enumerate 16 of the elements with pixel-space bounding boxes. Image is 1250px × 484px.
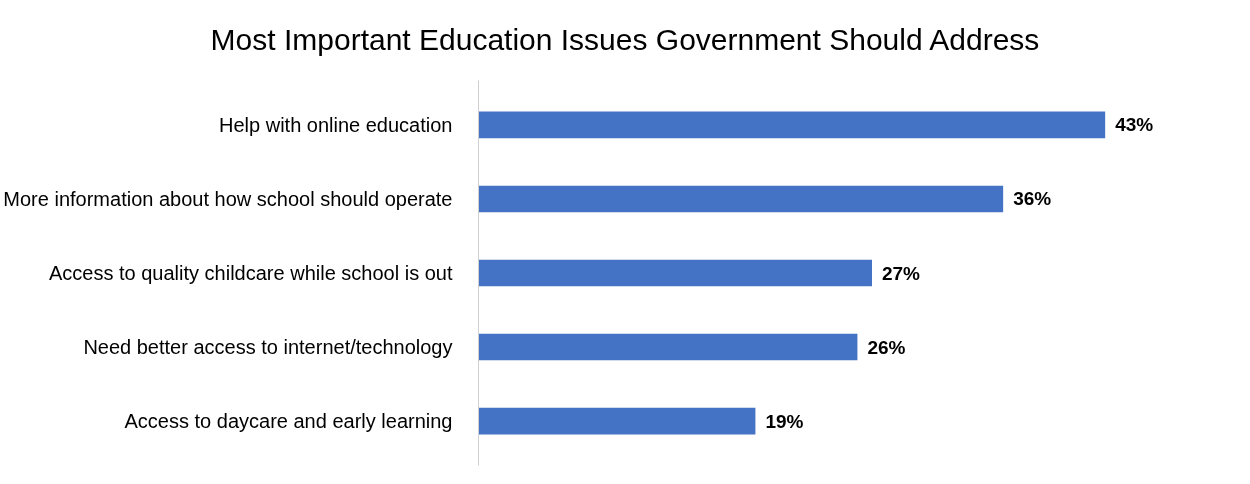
y-tick-label: Access to quality childcare while school is out [48,262,453,284]
y-tick-label: Help with online education [219,113,453,136]
data-label: 43% [1115,114,1154,136]
y-tick-label: More information about how school should operate [3,187,453,210]
data-label: 27% [881,262,921,284]
data-label: 19% [765,410,804,432]
chart-title: Most Important Education Issues Government Should Address [210,22,1040,58]
bar [478,185,1004,213]
bar [478,333,858,361]
y-tick-label: Access to daycare and early learning [124,410,453,433]
bar [478,259,872,287]
bar [478,111,1106,139]
y-tick-label: Need better access to internet/technology [83,336,453,359]
bar [478,407,756,435]
data-label: 26% [867,336,906,358]
data-label: 36% [1013,188,1052,210]
